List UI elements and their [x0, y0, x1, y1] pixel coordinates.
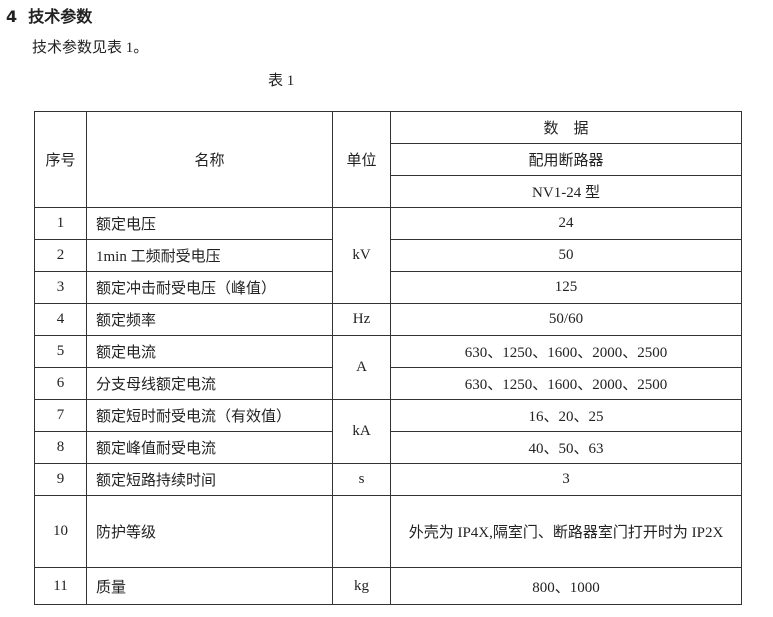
table-row: 1 额定电压 kV 24: [34, 207, 742, 304]
row-name: 额定频率: [86, 303, 333, 336]
header-name: 名称: [86, 111, 333, 208]
row-index: 9: [34, 463, 87, 496]
row-name: 1min 工频耐受电压: [86, 239, 333, 272]
row-name: 额定冲击耐受电压（峰值）: [86, 271, 333, 304]
table-row: 2 1min 工频耐受电压 50: [34, 239, 742, 272]
table-caption: 表 1: [268, 73, 295, 89]
row-value: 800、1000: [390, 567, 742, 605]
row-value: 3: [390, 463, 742, 496]
row-name: 额定电流: [86, 335, 333, 368]
row-unit: kA: [332, 399, 391, 464]
table-row: 11 质量 kg 800、1000: [34, 567, 742, 605]
header-unit: 单位: [332, 111, 391, 208]
row-value: 125: [390, 271, 742, 304]
row-index: 4: [34, 303, 87, 336]
row-value: 40、50、63: [390, 431, 742, 464]
table-row: 8 额定峰值耐受电流 40、50、63: [34, 431, 742, 464]
intro-text: 技术参数见表 1。: [32, 40, 149, 56]
row-name: 额定短路持续时间: [86, 463, 333, 496]
row-unit: s: [332, 463, 391, 496]
table-row: 4 额定频率 Hz 50/60: [34, 303, 742, 336]
row-unit: A: [332, 335, 391, 400]
row-unit: Hz: [332, 303, 391, 336]
row-unit: kg: [332, 567, 391, 605]
row-index: 11: [34, 567, 87, 605]
table-row: 5 额定电流 A 630、1250、1600、2000、2500: [34, 335, 742, 400]
row-unit: [332, 495, 391, 568]
row-value: 50: [390, 239, 742, 272]
row-value: 630、1250、1600、2000、2500: [390, 335, 742, 368]
row-index: 6: [34, 367, 87, 400]
row-name: 额定峰值耐受电流: [86, 431, 333, 464]
row-value: 24: [390, 207, 742, 240]
row-value: 外壳为 IP4X,隔室门、断路器室门打开时为 IP2X: [390, 495, 742, 568]
row-index: 2: [34, 239, 87, 272]
row-index: 1: [34, 207, 87, 240]
row-value: 50/60: [390, 303, 742, 336]
row-unit: kV: [332, 207, 391, 304]
table-row: 10 防护等级 外壳为 IP4X,隔室门、断路器室门打开时为 IP2X: [34, 495, 742, 568]
table-row: 3 额定冲击耐受电压（峰值） 125: [34, 271, 742, 304]
row-index: 8: [34, 431, 87, 464]
table-row: 7 额定短时耐受电流（有效值） kA 16、20、25: [34, 399, 742, 464]
row-index: 10: [34, 495, 87, 568]
parameters-table: 序号 名称 单位 数 据 配用断路器 NV1-24 型 1 额定电压 kV 24…: [34, 111, 742, 605]
header-model: NV1-24 型: [390, 175, 742, 208]
header-index: 序号: [34, 111, 87, 208]
row-value: 630、1250、1600、2000、2500: [390, 367, 742, 400]
section-heading: 4 技术参数: [6, 7, 93, 26]
row-index: 3: [34, 271, 87, 304]
row-name: 质量: [86, 567, 333, 605]
row-name: 分支母线额定电流: [86, 367, 333, 400]
row-name: 额定电压: [86, 207, 333, 240]
row-index: 7: [34, 399, 87, 432]
header-breaker: 配用断路器: [390, 143, 742, 176]
row-name: 额定短时耐受电流（有效值）: [86, 399, 333, 432]
row-name: 防护等级: [86, 495, 333, 568]
row-value: 16、20、25: [390, 399, 742, 432]
table-row: 9 额定短路持续时间 s 3: [34, 463, 742, 496]
header-data: 数 据: [390, 111, 742, 144]
row-index: 5: [34, 335, 87, 368]
